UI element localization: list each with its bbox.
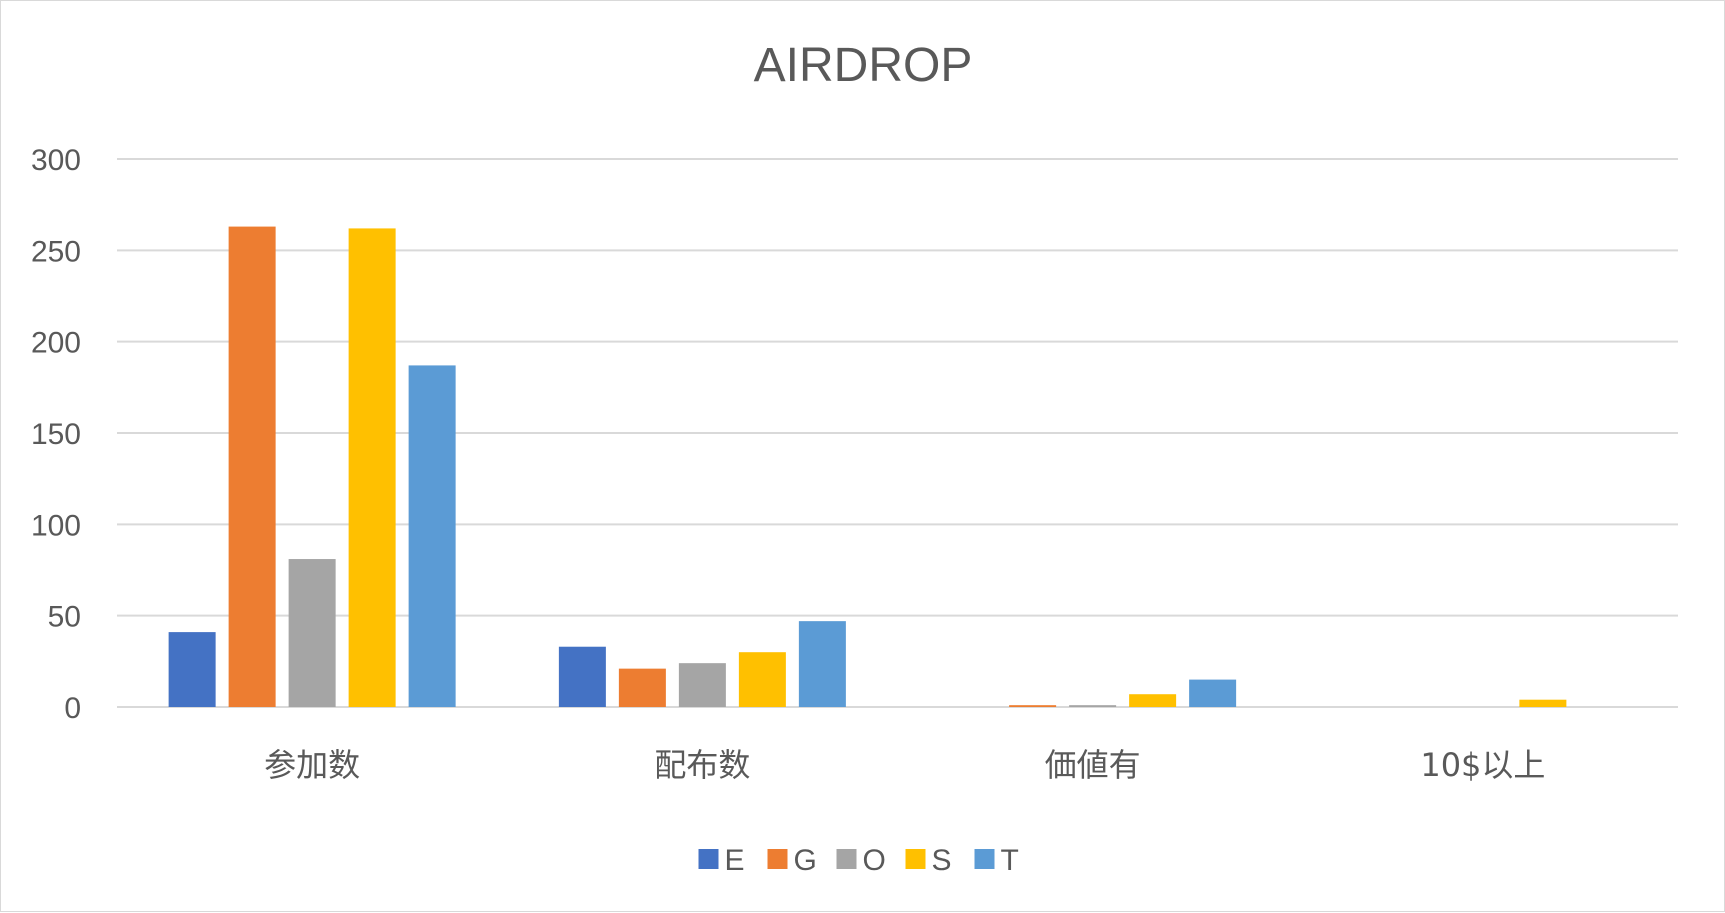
legend-label-O: O bbox=[863, 844, 886, 877]
bar-O-1 bbox=[678, 663, 726, 707]
legend-swatch-G bbox=[767, 849, 788, 869]
y-tick-label: 50 bbox=[48, 601, 81, 634]
legend-swatch-E bbox=[698, 849, 719, 869]
bar-E-0 bbox=[168, 632, 216, 707]
bar-T-1 bbox=[798, 621, 846, 707]
bar-O-2 bbox=[1069, 705, 1117, 707]
legend-label-E: E bbox=[725, 844, 745, 877]
bar-E-1 bbox=[558, 646, 606, 707]
category-label: 配布数 bbox=[654, 746, 750, 784]
legend-swatch-S bbox=[905, 849, 926, 869]
bar-T-0 bbox=[408, 365, 456, 707]
bar-G-1 bbox=[618, 668, 666, 707]
category-labels: 参加数 配布数 価値有 10$以上 bbox=[264, 746, 1545, 784]
y-tick-label: 0 bbox=[64, 692, 81, 725]
bar-S-2 bbox=[1129, 694, 1177, 707]
y-tick-label: 100 bbox=[31, 509, 81, 542]
bar-S-1 bbox=[738, 652, 786, 707]
category-label: 価値有 bbox=[1045, 746, 1141, 784]
category-label: 参加数 bbox=[264, 746, 360, 784]
bar-O-0 bbox=[288, 559, 336, 707]
legend-label-S: S bbox=[932, 844, 952, 877]
y-tick-label: 250 bbox=[31, 235, 81, 268]
bar-G-2 bbox=[1009, 705, 1057, 707]
legend-label-T: T bbox=[1001, 844, 1019, 877]
chart-title: AIRDROP bbox=[754, 39, 973, 92]
bars bbox=[168, 226, 1567, 707]
legend-swatch-T bbox=[974, 849, 995, 869]
bar-S-0 bbox=[348, 228, 396, 707]
bar-S-3 bbox=[1519, 699, 1567, 707]
y-tick-label: 300 bbox=[31, 144, 81, 177]
category-label: 10$以上 bbox=[1420, 746, 1545, 784]
y-tick-label: 200 bbox=[31, 327, 81, 360]
y-axis-ticks: 0 50 100 150 200 250 300 bbox=[31, 144, 81, 725]
legend-swatch-O bbox=[836, 849, 857, 869]
y-tick-label: 150 bbox=[31, 418, 81, 451]
legend-label-G: G bbox=[794, 844, 817, 877]
bar-G-0 bbox=[228, 226, 276, 707]
bar-T-2 bbox=[1189, 679, 1237, 707]
